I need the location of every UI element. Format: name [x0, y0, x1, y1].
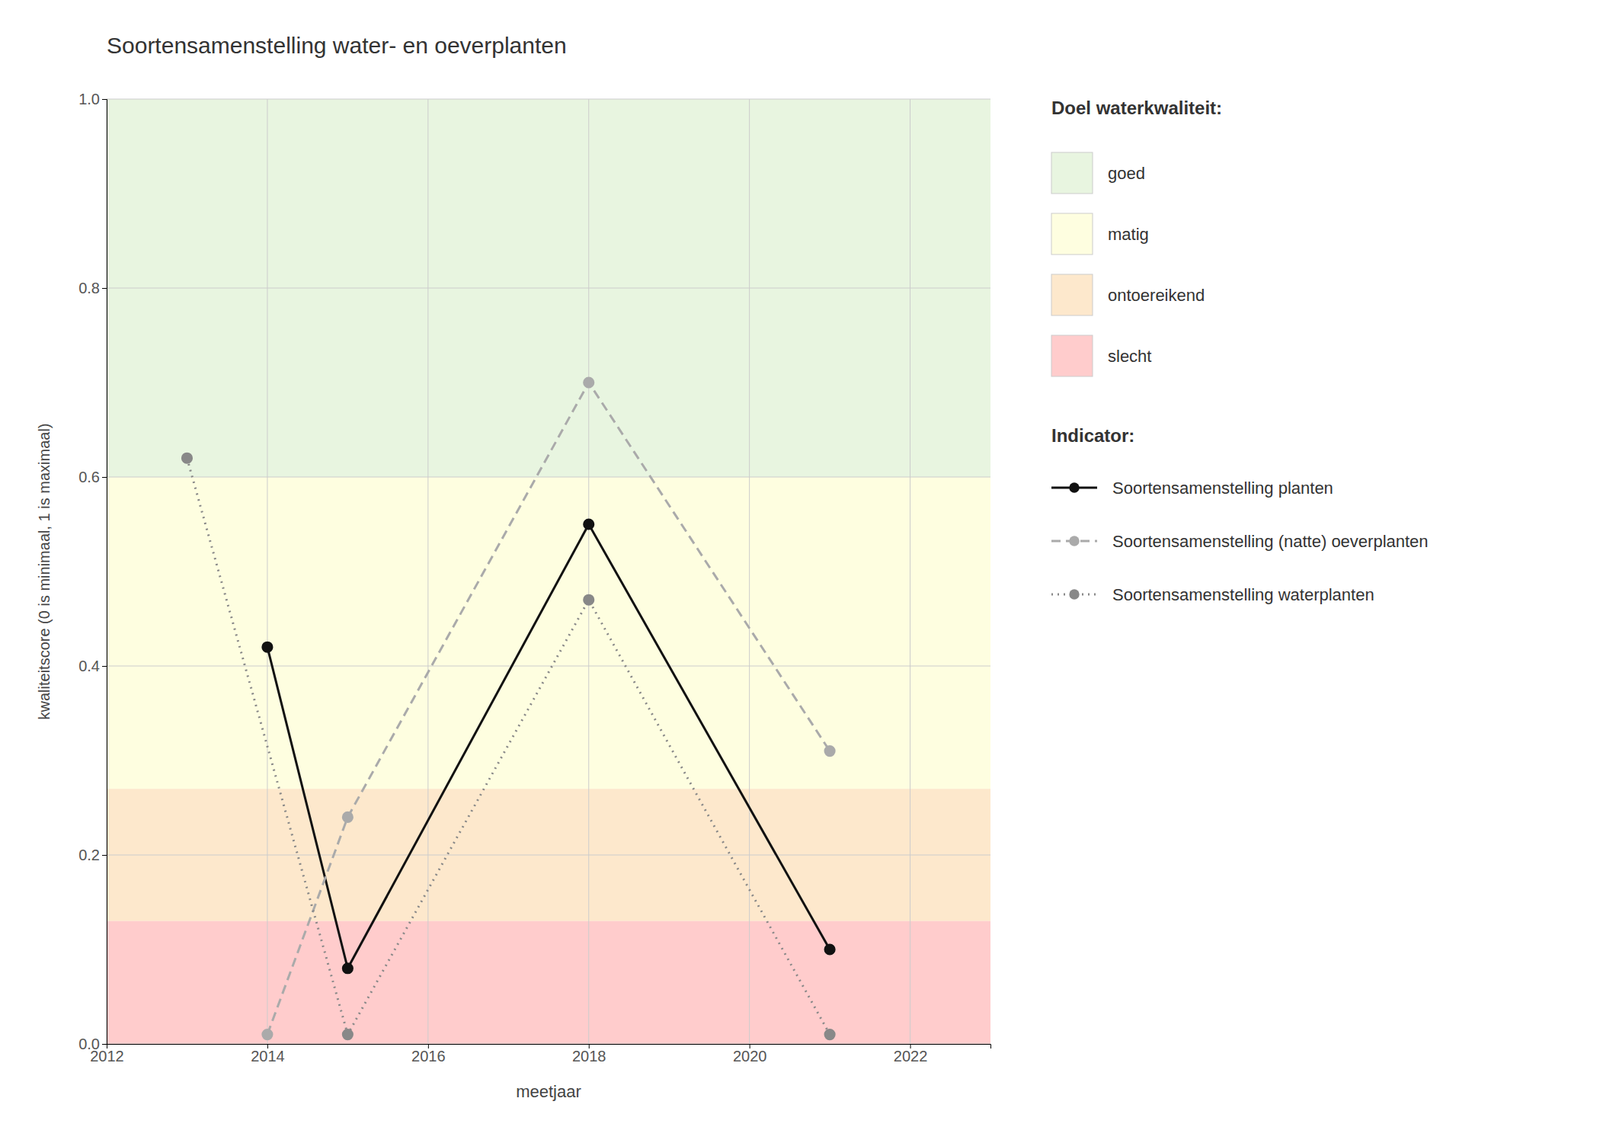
x-tick: 2020: [732, 1043, 768, 1065]
series-point: [181, 452, 193, 464]
series-point: [582, 376, 595, 388]
legend: Doel waterkwaliteit: goed matig ontoereiken…: [1051, 97, 1429, 605]
band: [106, 99, 991, 477]
y-tick-label: 0.0: [78, 1035, 100, 1053]
y-tick-label: 0.4: [78, 657, 100, 675]
series-point: [261, 1028, 273, 1040]
y-tick: 0.0: [78, 1035, 107, 1053]
legend-marker: [1068, 535, 1079, 546]
x-tick-label: 2018: [572, 1047, 607, 1065]
y-tick-label: 0.8: [78, 279, 100, 297]
series-point: [261, 641, 273, 653]
y-axis-line: [102, 99, 108, 1045]
legend-swatch: [1051, 152, 1093, 194]
band: [106, 788, 991, 922]
y-tick-mark: [102, 1043, 107, 1045]
series-line: [186, 457, 830, 1034]
grid-line: [106, 854, 991, 856]
x-tick-label: 2020: [732, 1047, 768, 1065]
y-axis: 0.0 0.2 0.4 0.6 0.8 1.0: [78, 90, 107, 1053]
grid-line: [106, 99, 991, 100]
grid-line: [748, 99, 750, 1044]
bands: [106, 99, 991, 1044]
series-point: [582, 518, 595, 530]
x-tick: 2018: [572, 1043, 607, 1065]
x-axis: 201220142016201820202022: [89, 1043, 991, 1065]
x-axis-title: meetjaar: [515, 1081, 582, 1101]
legend-marker: [1068, 482, 1079, 493]
series-line: [267, 382, 830, 1035]
legend-swatch: [1051, 213, 1093, 255]
legend-label: Soortensamenstelling waterplanten: [1112, 585, 1375, 605]
grid-line: [909, 99, 911, 1044]
y-tick: 0.2: [78, 846, 107, 864]
series-point: [342, 811, 354, 823]
x-tick: 2014: [250, 1043, 285, 1065]
legend-label: Soortensamenstelling planten: [1112, 478, 1334, 498]
series-point: [582, 594, 595, 606]
y-tick-label: 0.2: [78, 846, 100, 864]
legend-title: Doel waterkwaliteit:: [1051, 97, 1223, 119]
x-tick: 2022: [893, 1043, 928, 1065]
y-tick: 0.8: [78, 279, 107, 297]
grid-line: [427, 99, 429, 1044]
x-axis-line: [107, 1044, 992, 1050]
series-point: [342, 1028, 354, 1040]
grid-line: [588, 99, 589, 1044]
y-tick-label: 1.0: [78, 90, 100, 108]
grid-line: [106, 288, 991, 289]
y-tick-mark: [102, 854, 107, 856]
y-tick-mark: [102, 665, 107, 667]
y-tick-label: 0.6: [78, 468, 100, 486]
x-tick-label: 2022: [893, 1047, 928, 1065]
series-point: [824, 745, 836, 757]
series-line: [267, 524, 830, 969]
grid-line: [106, 665, 991, 667]
series-point: [824, 943, 836, 955]
legend-label: slecht: [1107, 346, 1152, 366]
x-tick: 2016: [411, 1043, 446, 1065]
y-tick-mark: [102, 288, 107, 289]
x-tick-label: 2014: [250, 1047, 285, 1065]
grid: [106, 99, 991, 1044]
band: [106, 921, 991, 1044]
legend-swatch: [1051, 274, 1093, 316]
y-tick: 0.4: [78, 657, 107, 675]
band: [106, 476, 991, 789]
y-tick: 1.0: [78, 90, 107, 108]
grid-line: [106, 476, 991, 478]
grid-line: [266, 99, 268, 1044]
x-tick-label: 2016: [411, 1047, 446, 1065]
title: Soortensamenstelling water- en oeverplan…: [106, 32, 567, 58]
series-point: [342, 962, 354, 974]
legend-marker: [1068, 588, 1079, 599]
y-tick-mark: [102, 99, 107, 100]
legend-label: Soortensamenstelling (natte) oeverplante…: [1112, 531, 1429, 551]
series-group: [181, 376, 836, 1040]
chart: Soortensamenstelling water- en oeverplan…: [0, 0, 1600, 1143]
legend-label: matig: [1107, 224, 1149, 244]
y-tick-mark: [102, 476, 107, 478]
legend-label: ontoereikend: [1107, 285, 1205, 305]
legend-swatch: [1051, 335, 1093, 377]
y-axis-title: kwaliteitscore (0 is minimaal, 1 is maxi…: [35, 423, 53, 720]
y-tick: 0.6: [78, 468, 107, 486]
legend-label: goed: [1107, 163, 1146, 183]
legend-title: Indicator:: [1051, 425, 1135, 446]
series-point: [824, 1028, 836, 1040]
